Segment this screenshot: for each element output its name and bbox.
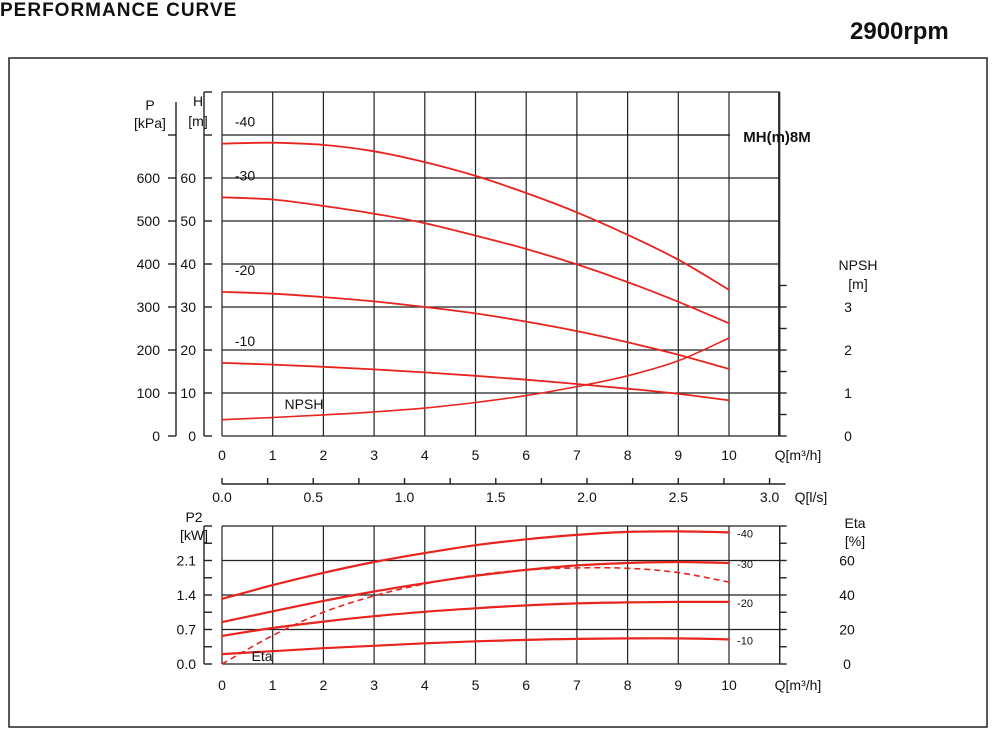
head-axis-unit: [m] bbox=[188, 113, 207, 129]
head-axis-title: H bbox=[193, 93, 203, 109]
kpa-tick-label: 400 bbox=[137, 256, 161, 272]
eta-axis-title: Eta bbox=[844, 515, 865, 531]
head-curve-label: -30 bbox=[235, 167, 255, 183]
curve-power bbox=[221, 600, 730, 637]
flow-tick-label: 10 bbox=[721, 447, 737, 463]
flow-tick-label: 7 bbox=[573, 447, 581, 463]
curve-head bbox=[221, 141, 730, 291]
curve-power bbox=[221, 637, 730, 656]
kpa-tick-label: 500 bbox=[137, 213, 161, 229]
power-axis-title: P2 bbox=[185, 509, 202, 525]
flow-tick-label: 10 bbox=[721, 677, 737, 693]
lps-tick-label: 2.0 bbox=[577, 489, 597, 505]
power-curve-label: -30 bbox=[737, 559, 753, 571]
head-curve-label: -40 bbox=[235, 114, 255, 130]
flow-tick-label: 0 bbox=[218, 447, 226, 463]
lps-tick-label: 1.5 bbox=[486, 489, 506, 505]
power-axis-unit: [kW] bbox=[180, 527, 208, 543]
flow-tick-label: 1 bbox=[269, 447, 277, 463]
flow-tick-label: 3 bbox=[370, 677, 378, 693]
head-tick-label: 30 bbox=[180, 299, 196, 315]
flow-tick-label: 5 bbox=[472, 677, 480, 693]
flow-axis-title: Q[m³/h] bbox=[775, 677, 822, 693]
npsh-tick-label: 0 bbox=[844, 428, 852, 444]
curve-efficiency bbox=[221, 566, 730, 665]
npsh-tick-label: 3 bbox=[844, 299, 852, 315]
power-curve-label: -20 bbox=[737, 598, 753, 610]
flow-tick-label: 4 bbox=[421, 677, 429, 693]
flow-tick-label: 0 bbox=[218, 677, 226, 693]
labels-layer: 01002003004005006000102030405060P[kPa]H[… bbox=[134, 93, 877, 693]
lps-axis-title: Q[l/s] bbox=[795, 489, 828, 505]
npsh-axis-unit: [m] bbox=[848, 276, 867, 292]
power-tick-label: 0.7 bbox=[177, 622, 197, 638]
npsh-curve-label: NPSH bbox=[285, 396, 324, 412]
grid-layer bbox=[168, 91, 787, 665]
eta-curve-label: Eta bbox=[251, 648, 272, 664]
curve-power bbox=[221, 530, 730, 600]
curve-head bbox=[221, 291, 730, 370]
head-tick-label: 10 bbox=[180, 385, 196, 401]
head-tick-label: 40 bbox=[180, 256, 196, 272]
flow-tick-label: 2 bbox=[320, 447, 328, 463]
flow-tick-label: 5 bbox=[472, 447, 480, 463]
eta-axis-unit: [%] bbox=[845, 533, 865, 549]
npsh-tick-label: 2 bbox=[844, 342, 852, 358]
power-tick-label: 0.0 bbox=[177, 656, 197, 672]
curve-npsh bbox=[221, 337, 730, 421]
head-tick-label: 20 bbox=[180, 342, 196, 358]
lps-tick-label: 0.0 bbox=[212, 489, 232, 505]
flow-tick-label: 3 bbox=[370, 447, 378, 463]
head-tick-label: 60 bbox=[180, 170, 196, 186]
curve-head bbox=[221, 196, 730, 325]
kpa-tick-label: 100 bbox=[137, 385, 161, 401]
flow-tick-label: 4 bbox=[421, 447, 429, 463]
head-tick-label: 50 bbox=[180, 213, 196, 229]
eta-tick-label: 40 bbox=[839, 587, 855, 603]
npsh-axis-title: NPSH bbox=[839, 257, 878, 273]
lps-tick-label: 2.5 bbox=[669, 489, 689, 505]
lps-tick-label: 1.0 bbox=[395, 489, 415, 505]
head-tick-label: 0 bbox=[188, 428, 196, 444]
flow-tick-label: 6 bbox=[522, 447, 530, 463]
lps-tick-label: 3.0 bbox=[760, 489, 780, 505]
flow-tick-label: 6 bbox=[522, 677, 530, 693]
page-title: PERFORMANCE CURVE bbox=[0, 0, 238, 21]
head-curve-label: -10 bbox=[235, 333, 255, 349]
lps-tick-label: 0.5 bbox=[304, 489, 324, 505]
speed-label: 2900rpm bbox=[850, 18, 949, 45]
power-tick-label: 2.1 bbox=[177, 553, 197, 569]
chart-frame bbox=[8, 57, 988, 728]
eta-tick-label: 60 bbox=[839, 553, 855, 569]
eta-tick-label: 20 bbox=[839, 622, 855, 638]
flow-axis-title: Q[m³/h] bbox=[775, 447, 822, 463]
flow-tick-label: 8 bbox=[624, 677, 632, 693]
kpa-axis-title: P bbox=[145, 97, 154, 113]
power-curve-label: -10 bbox=[737, 635, 753, 647]
npsh-tick-label: 1 bbox=[844, 385, 852, 401]
eta-tick-label: 0 bbox=[843, 656, 851, 672]
curve-head bbox=[221, 362, 730, 402]
head-curve-label: -20 bbox=[235, 262, 255, 278]
kpa-tick-label: 600 bbox=[137, 170, 161, 186]
flow-tick-label: 9 bbox=[674, 447, 682, 463]
flow-tick-label: 9 bbox=[674, 677, 682, 693]
power-tick-label: 1.4 bbox=[177, 587, 197, 603]
power-curve-label: -40 bbox=[737, 528, 753, 540]
model-label-box bbox=[730, 93, 779, 177]
model-label: MH(m)8M bbox=[743, 129, 811, 146]
kpa-tick-label: 300 bbox=[137, 299, 161, 315]
kpa-tick-label: 0 bbox=[152, 428, 160, 444]
kpa-tick-label: 200 bbox=[137, 342, 161, 358]
flow-tick-label: 2 bbox=[320, 677, 328, 693]
curves-layer bbox=[221, 141, 730, 665]
kpa-axis-unit: [kPa] bbox=[134, 115, 166, 131]
flow-tick-label: 8 bbox=[624, 447, 632, 463]
flow-tick-label: 7 bbox=[573, 677, 581, 693]
flow-tick-label: 1 bbox=[269, 677, 277, 693]
